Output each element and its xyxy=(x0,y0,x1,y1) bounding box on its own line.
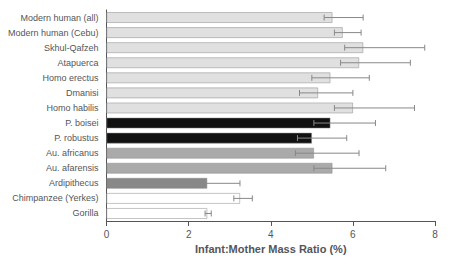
svg-text:P. boisei: P. boisei xyxy=(65,118,98,128)
svg-text:Gorilla: Gorilla xyxy=(73,208,99,218)
svg-text:Skhul-Qafzeh: Skhul-Qafzeh xyxy=(44,43,99,53)
svg-text:Ardipithecus: Ardipithecus xyxy=(49,178,99,188)
svg-text:Atapuerca: Atapuerca xyxy=(58,58,99,68)
svg-text:0: 0 xyxy=(104,229,110,240)
svg-text:Homo erectus: Homo erectus xyxy=(43,73,100,83)
svg-text:Modern human (all): Modern human (all) xyxy=(20,13,98,23)
svg-text:Modern human (Cebu): Modern human (Cebu) xyxy=(8,28,99,38)
svg-text:Dmanisi: Dmanisi xyxy=(66,88,99,98)
svg-text:2: 2 xyxy=(186,229,192,240)
svg-text:Au. africanus: Au. africanus xyxy=(46,148,99,158)
svg-text:Chimpanzee (Yerkes): Chimpanzee (Yerkes) xyxy=(12,193,98,203)
svg-text:8: 8 xyxy=(432,229,438,240)
svg-text:P. robustus: P. robustus xyxy=(54,133,99,143)
svg-text:Infant:Mother Mass Ratio (%): Infant:Mother Mass Ratio (%) xyxy=(195,243,347,255)
svg-text:6: 6 xyxy=(350,229,356,240)
svg-text:Au. afarensis: Au. afarensis xyxy=(46,163,99,173)
svg-text:4: 4 xyxy=(268,229,274,240)
svg-text:Homo habilis: Homo habilis xyxy=(47,103,100,113)
